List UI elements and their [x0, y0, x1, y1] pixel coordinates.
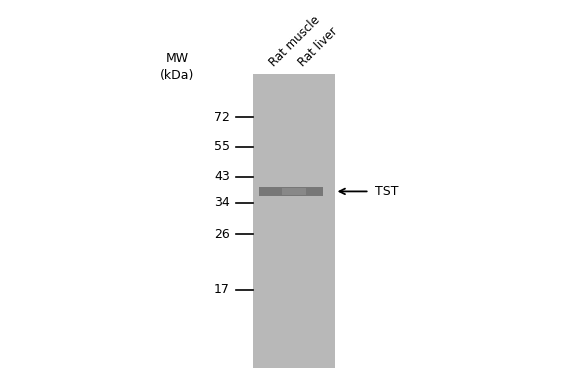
Text: 43: 43 — [214, 170, 230, 183]
Text: TST: TST — [375, 185, 399, 198]
Text: 34: 34 — [214, 196, 230, 209]
Bar — [253, 74, 335, 368]
Text: Rat muscle: Rat muscle — [267, 13, 323, 69]
Text: 26: 26 — [214, 228, 230, 241]
Text: 55: 55 — [214, 140, 230, 153]
Text: (kDa): (kDa) — [160, 69, 195, 82]
Text: Rat liver: Rat liver — [296, 25, 340, 69]
Text: MW: MW — [166, 52, 189, 65]
Text: 72: 72 — [214, 111, 230, 124]
Bar — [282, 188, 306, 194]
Text: 17: 17 — [214, 283, 230, 296]
Bar — [259, 187, 323, 196]
